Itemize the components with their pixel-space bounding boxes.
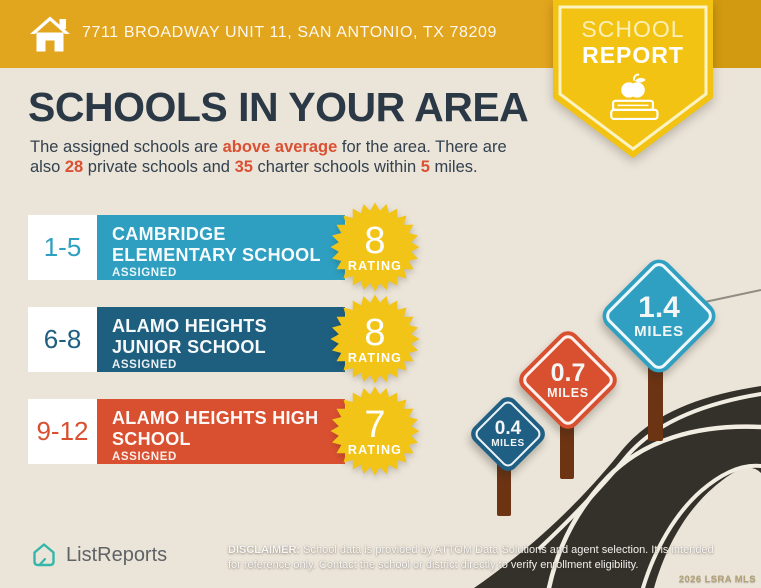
page-title: SCHOOLS IN YOUR AREA [28, 84, 529, 130]
intro-segment: private schools and [83, 158, 235, 176]
starburst-icon [330, 386, 420, 476]
distance-unit: MILES [634, 322, 684, 340]
starburst-icon [330, 202, 420, 292]
assigned-label: ASSIGNED [112, 451, 177, 463]
school-row-high: 9-12 ALAMO HEIGHTS HIGH SCHOOL ASSIGNED 7… [28, 386, 428, 476]
school-row-elementary: 1-5 CAMBRIDGE ELEMENTARY SCHOOL ASSIGNED … [28, 202, 428, 292]
rating-badge: 8 RATING [330, 294, 420, 384]
grade-range-label: 6-8 [43, 324, 82, 354]
intro-highlight-private-count: 28 [64, 158, 84, 176]
property-address: 7711 BROADWAY UNIT 11, SAN ANTONIO, TX 7… [82, 24, 498, 41]
mls-watermark: 2026 LSRA MLS [678, 574, 756, 585]
school-report-badge: SCHOOL REPORT [553, 0, 713, 162]
disclaimer-line2: for reference only. Contact the school o… [228, 559, 639, 571]
disclaimer-label: DISCLAIMER: [228, 544, 301, 556]
grade-range-label: 9-12 [36, 416, 89, 446]
school-bar: ALAMO HEIGHTS HIGH SCHOOL ASSIGNED [97, 399, 345, 464]
distance-value: 0.4 [494, 418, 522, 439]
listreports-wordmark: ListReports [66, 543, 168, 566]
horizon-line [699, 289, 761, 304]
school-name: ALAMO HEIGHTS JUNIOR SCHOOL [112, 316, 267, 357]
sign-post-large [648, 362, 663, 441]
road-edge-line-inner [641, 463, 761, 588]
intro-highlight-charter-count: 35 [234, 158, 253, 176]
distance-sign-large: 1.4 MILES [596, 253, 722, 379]
rating-value: 8 [364, 219, 386, 262]
house-icon [30, 16, 70, 52]
badge-title-school: SCHOOL [581, 16, 685, 42]
rating-label: RATING [347, 258, 403, 273]
distance-value: 1.4 [638, 290, 680, 324]
rating-badge: 8 RATING [330, 202, 420, 292]
school-name: CAMBRIDGE ELEMENTARY SCHOOL [112, 224, 321, 265]
distance-sign-medium: 0.7 MILES [514, 326, 622, 434]
rating-label: RATING [347, 442, 403, 457]
intro-segment: miles. [429, 158, 478, 176]
intro-segment: also [30, 158, 65, 176]
sign-post-medium [560, 420, 574, 479]
apple-books-icon [610, 73, 659, 121]
road-surface [474, 386, 761, 588]
grade-range-box: 1-5 [28, 215, 97, 280]
disclaimer-line1: School data is provided by ATTOM Data So… [300, 544, 714, 556]
rating-label: RATING [347, 350, 403, 365]
intro-segment: charter schools within [252, 158, 421, 176]
road-edge-line-outer [538, 392, 761, 550]
distance-unit: MILES [547, 385, 589, 400]
school-bar: ALAMO HEIGHTS JUNIOR SCHOOL ASSIGNED [97, 307, 345, 372]
intro-highlight-miles: 5 [420, 158, 430, 176]
intro-text: The assigned schools are above average f… [30, 137, 550, 177]
distance-unit: MILES [491, 438, 525, 449]
rating-value: 7 [364, 403, 386, 446]
school-name: ALAMO HEIGHTS HIGH SCHOOL [112, 408, 319, 449]
grade-range-box: 6-8 [28, 307, 97, 372]
grade-range-box: 9-12 [28, 399, 97, 464]
intro-segment: The assigned schools are [30, 138, 223, 156]
header-bar-dark-segment [712, 0, 761, 68]
listreports-logo: ListReports [30, 541, 167, 569]
grade-range-label: 1-5 [43, 232, 82, 262]
school-bar: CAMBRIDGE ELEMENTARY SCHOOL ASSIGNED [97, 215, 345, 280]
road-center-line [546, 424, 761, 588]
rating-value: 8 [364, 311, 386, 354]
assigned-label: ASSIGNED [112, 267, 177, 279]
rating-badge: 7 RATING [330, 386, 420, 476]
school-row-junior: 6-8 ALAMO HEIGHTS JUNIOR SCHOOL ASSIGNED … [28, 294, 428, 384]
intro-segment: for the area. There are [337, 138, 507, 156]
badge-title-report: REPORT [582, 42, 684, 68]
disclaimer: DISCLAIMER: School data is provided by A… [228, 543, 728, 573]
assigned-label: ASSIGNED [112, 359, 177, 371]
listreports-icon [33, 543, 55, 567]
pennant-shape [553, 0, 713, 158]
distance-value: 0.7 [550, 358, 586, 387]
starburst-icon [330, 294, 420, 384]
intro-highlight-above-average: above average [222, 138, 338, 156]
